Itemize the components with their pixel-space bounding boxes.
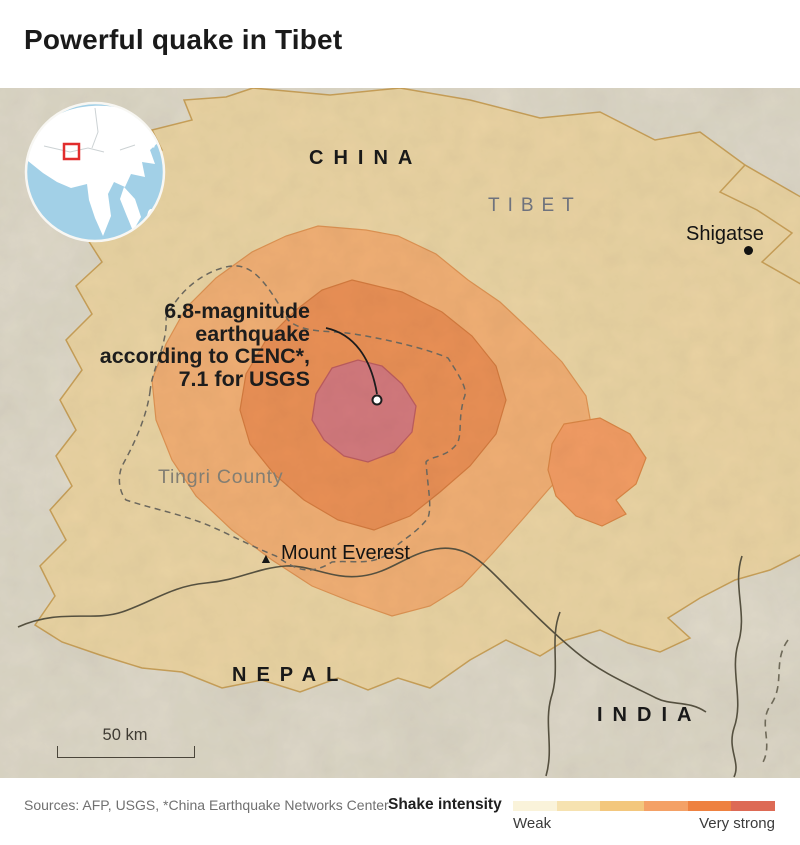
- shake-intensity-map: CHINA TIBET Shigatse 6.8-magnitude earth…: [0, 88, 800, 778]
- legend-min-label: Weak: [513, 815, 552, 832]
- page-title: Powerful quake in Tibet: [24, 24, 343, 55]
- border-china-nepal: [17, 547, 707, 713]
- legend-color-segment: [600, 801, 645, 811]
- epicenter-marker: [371, 394, 383, 406]
- county-label-tingri: Tingri County: [158, 466, 284, 488]
- globe-india-peninsula: [87, 184, 111, 236]
- legend-title: Shake intensity: [388, 796, 502, 813]
- city-dot-shigatse: [744, 246, 753, 255]
- sources-credit: Sources: AFP, USGS, *China Earthquake Ne…: [24, 797, 389, 813]
- country-label-nepal: NEPAL: [232, 664, 349, 686]
- legend-bar: [513, 801, 776, 811]
- tingri-county-boundary: [118, 265, 466, 571]
- annotation-line: 6.8-magnitude: [164, 299, 310, 323]
- globe-highlight-box: [62, 142, 81, 161]
- legend-color-segment: [556, 801, 601, 811]
- globe-indochina: [120, 187, 141, 231]
- legend-color-segment: [687, 801, 732, 811]
- scale-bar-label: 50 km: [102, 726, 148, 744]
- scale-bar: [57, 746, 195, 758]
- border-india-east: [731, 555, 743, 778]
- annotation-line: according to CENC*,: [99, 344, 310, 368]
- country-label-india: INDIA: [597, 704, 702, 726]
- peak-label-everest: Mount Everest: [281, 542, 410, 564]
- region-label-tibet: TIBET: [488, 195, 582, 216]
- legend-color-segment: [731, 801, 776, 811]
- border-disputed-dashed: [761, 639, 789, 765]
- annotation-line: earthquake: [195, 321, 310, 346]
- border-nepal-india: [545, 611, 561, 777]
- country-label-china: CHINA: [309, 147, 423, 169]
- legend-color-segment: [513, 801, 557, 811]
- mountain-peak-icon: ▲: [259, 550, 273, 566]
- annotation-leader-line: [325, 327, 378, 395]
- legend-max-label: Very strong: [699, 815, 775, 832]
- map-canvas: [0, 88, 800, 778]
- city-label-shigatse: Shigatse: [686, 223, 764, 245]
- legend-color-segment: [644, 801, 688, 811]
- annotation-line: 7.1 for USGS: [178, 366, 310, 391]
- magnitude-annotation: 6.8-magnitude earthquake according to CE…: [40, 300, 310, 390]
